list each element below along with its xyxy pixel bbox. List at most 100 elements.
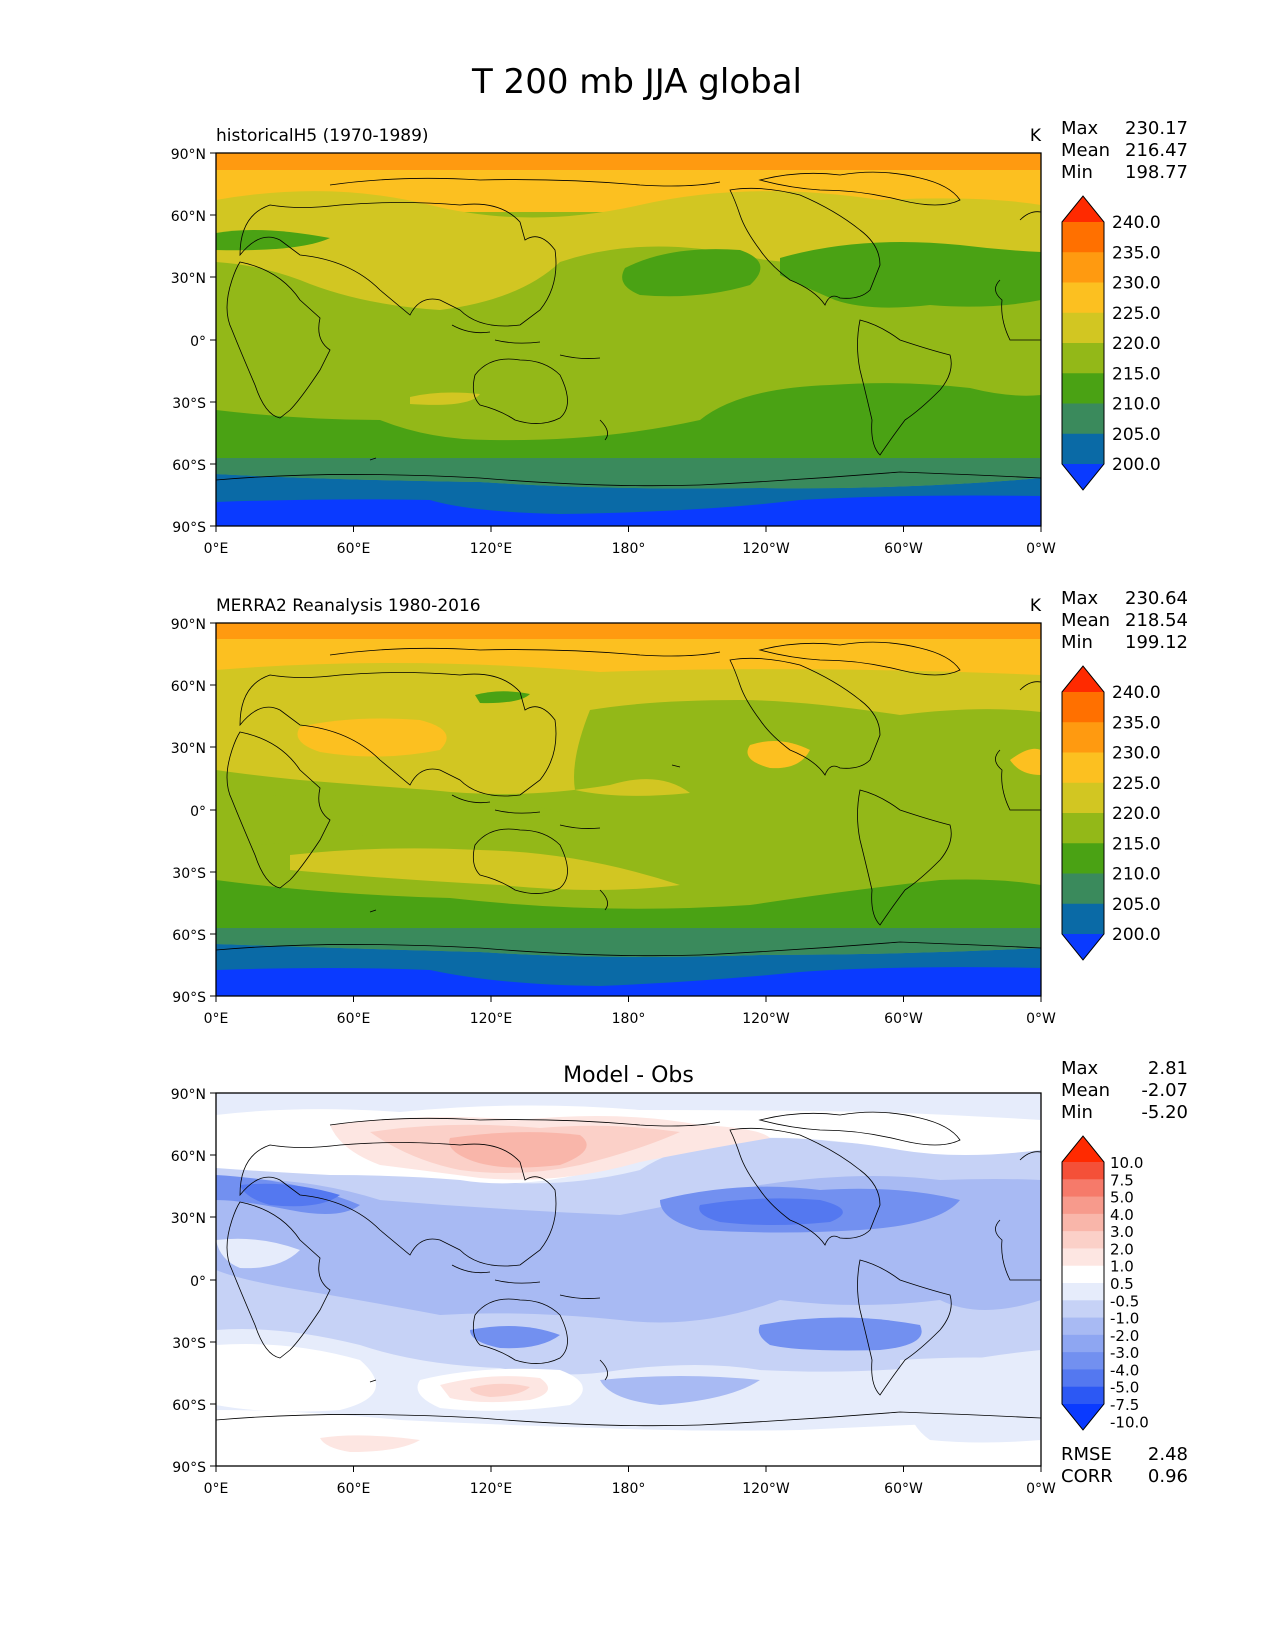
lat-tick-label: 60°N	[171, 679, 206, 695]
colorbar-outline	[1061, 665, 1105, 961]
lat-tick-label: 90°S	[172, 1460, 206, 1476]
colorbar: 10.07.55.04.03.02.01.00.5-0.5-1.0-2.0-3.…	[1061, 1135, 1149, 1431]
map-field	[216, 623, 1041, 996]
lon-tick-label: 60°E	[337, 541, 371, 557]
panel-obs: MERRA2 Reanalysis 1980-2016 K 90°N 60°N …	[171, 588, 1188, 1027]
colorbar-tick-label: -0.5	[1110, 1292, 1139, 1310]
lat-tick-label: 60°S	[172, 458, 206, 474]
lon-tick-label: 0°E	[204, 541, 229, 557]
units-label: K	[1030, 596, 1042, 616]
map-field	[216, 153, 1041, 526]
map-field	[216, 1093, 1041, 1466]
colorbar-segment	[1062, 1213, 1104, 1232]
colorbar-segment	[1062, 403, 1104, 435]
colorbar-tick-label: 235.0	[1112, 243, 1161, 263]
stats-box: Max 2.81 Mean -2.07 Min -5.20	[1061, 1058, 1188, 1123]
colorbar-extend-top	[1062, 1136, 1104, 1162]
corr-value: 0.96	[1148, 1466, 1188, 1487]
colorbar-tick-label: 210.0	[1112, 395, 1161, 415]
lon-tick-label: 0°W	[1026, 1481, 1056, 1497]
colorbar-tick-label: -10.0	[1110, 1413, 1149, 1431]
colorbar-outline	[1061, 1135, 1105, 1431]
units-label: K	[1030, 126, 1042, 146]
stat-min-label: Min	[1061, 1102, 1093, 1123]
lat-tick-label: 30°S	[172, 396, 206, 412]
colorbar-segment	[1062, 873, 1104, 905]
colorbar-segment	[1062, 343, 1104, 374]
colorbar-segment	[1062, 1248, 1104, 1267]
lat-tick-label: 30°S	[172, 1336, 206, 1352]
stat-min-value: -5.20	[1141, 1102, 1188, 1123]
colorbar-extend-top	[1062, 666, 1104, 692]
colorbar: 240.0 235.0 230.0 225.0 220.0 215.0 210.0 205.0…	[1061, 195, 1161, 491]
colorbar-tick-label: 200.0	[1112, 455, 1161, 475]
colorbar-tick-label: 3.0	[1110, 1223, 1134, 1241]
lon-tick-label: 60°W	[884, 541, 923, 557]
colorbar-segment	[1062, 373, 1104, 404]
colorbar-tick-label: 225.0	[1112, 304, 1161, 324]
lon-tick-label: 180°	[612, 541, 646, 557]
lat-tick-label: 90°S	[172, 520, 206, 536]
colorbar-tick-label: 7.5	[1110, 1171, 1134, 1189]
colorbar-segment	[1062, 222, 1104, 253]
colorbar-segment	[1062, 282, 1104, 314]
colorbar-segment	[1062, 903, 1104, 935]
colorbar-tick-label: 220.0	[1112, 804, 1161, 824]
lat-tick-label: 90°S	[172, 990, 206, 1006]
lat-tick-label: 30°N	[171, 271, 206, 287]
lat-tick-label: 0°	[190, 334, 206, 350]
colorbar-tick-label: 225.0	[1112, 774, 1161, 794]
stat-max-label: Max	[1061, 1058, 1099, 1079]
panel-diff: Model - Obs 90°N 60°N 30°N 0° 30°S 60°S …	[171, 1058, 1188, 1497]
stat-mean-value: -2.07	[1141, 1080, 1188, 1101]
stat-max-value: 230.17	[1125, 118, 1188, 139]
stat-mean-value: 216.47	[1125, 140, 1188, 161]
colorbar-tick-label: -2.0	[1110, 1327, 1139, 1345]
coastlines	[216, 1111, 1041, 1427]
colorbar-segment	[1062, 1300, 1104, 1319]
colorbar-segment	[1062, 1369, 1104, 1388]
colorbar-tick-label: 200.0	[1112, 925, 1161, 945]
colorbar-tick-label: -7.5	[1110, 1396, 1139, 1414]
lon-tick-label: 120°W	[742, 1481, 790, 1497]
lat-tick-label: 60°S	[172, 928, 206, 944]
colorbar-tick-label: 235.0	[1112, 713, 1161, 733]
colorbar-tick-label: 240.0	[1112, 683, 1161, 703]
colorbar-tick-label: 2.0	[1110, 1240, 1134, 1258]
coastlines	[216, 171, 1041, 487]
colorbar-segment	[1062, 1231, 1104, 1249]
lon-tick-label: 180°	[612, 1481, 646, 1497]
colorbar-tick-label: 4.0	[1110, 1206, 1134, 1224]
colorbar-tick-label: 215.0	[1112, 364, 1161, 384]
colorbar-segment	[1062, 722, 1104, 753]
lat-axis: 90°N 60°N 30°N 0° 30°S 60°S 90°S	[171, 617, 216, 1006]
lon-tick-label: 60°E	[337, 1011, 371, 1027]
lon-axis: 0°E 60°E 120°E 180° 120°W 60°W 0°W	[204, 1466, 1056, 1497]
colorbar-extend-bottom	[1062, 1404, 1104, 1430]
panel-title: Model - Obs	[563, 1063, 694, 1088]
lat-tick-label: 0°	[190, 804, 206, 820]
lat-tick-label: 90°N	[171, 1087, 206, 1103]
panel-title: historicalH5 (1970-1989)	[216, 126, 429, 146]
lat-tick-label: 0°	[190, 1274, 206, 1290]
colorbar-tick-label: -1.0	[1110, 1310, 1139, 1328]
colorbar-segment	[1062, 1283, 1104, 1301]
stat-mean-label: Mean	[1061, 140, 1110, 161]
lon-tick-label: 0°W	[1026, 541, 1056, 557]
lat-tick-label: 90°N	[171, 617, 206, 633]
colorbar-outline	[1061, 195, 1105, 491]
colorbar-tick-label: 205.0	[1112, 895, 1161, 915]
colorbar-tick-label: -3.0	[1110, 1344, 1139, 1362]
lat-tick-label: 60°N	[171, 209, 206, 225]
lon-tick-label: 0°E	[204, 1011, 229, 1027]
stat-mean-label: Mean	[1061, 610, 1110, 631]
colorbar-tick-label: 1.0	[1110, 1258, 1134, 1276]
colorbar-segment	[1062, 1162, 1104, 1180]
colorbar: 240.0 235.0 230.0 225.0 220.0 215.0 210.0 205.0…	[1061, 665, 1161, 961]
lat-tick-label: 30°N	[171, 1211, 206, 1227]
colorbar-tick-label: 220.0	[1112, 334, 1161, 354]
colorbar-tick-label: 215.0	[1112, 834, 1161, 854]
colorbar-segment	[1062, 1334, 1104, 1353]
colorbar-segment	[1062, 752, 1104, 784]
lon-axis: 0°E 60°E 120°E 180° 120°W 60°W 0°W	[204, 526, 1056, 557]
